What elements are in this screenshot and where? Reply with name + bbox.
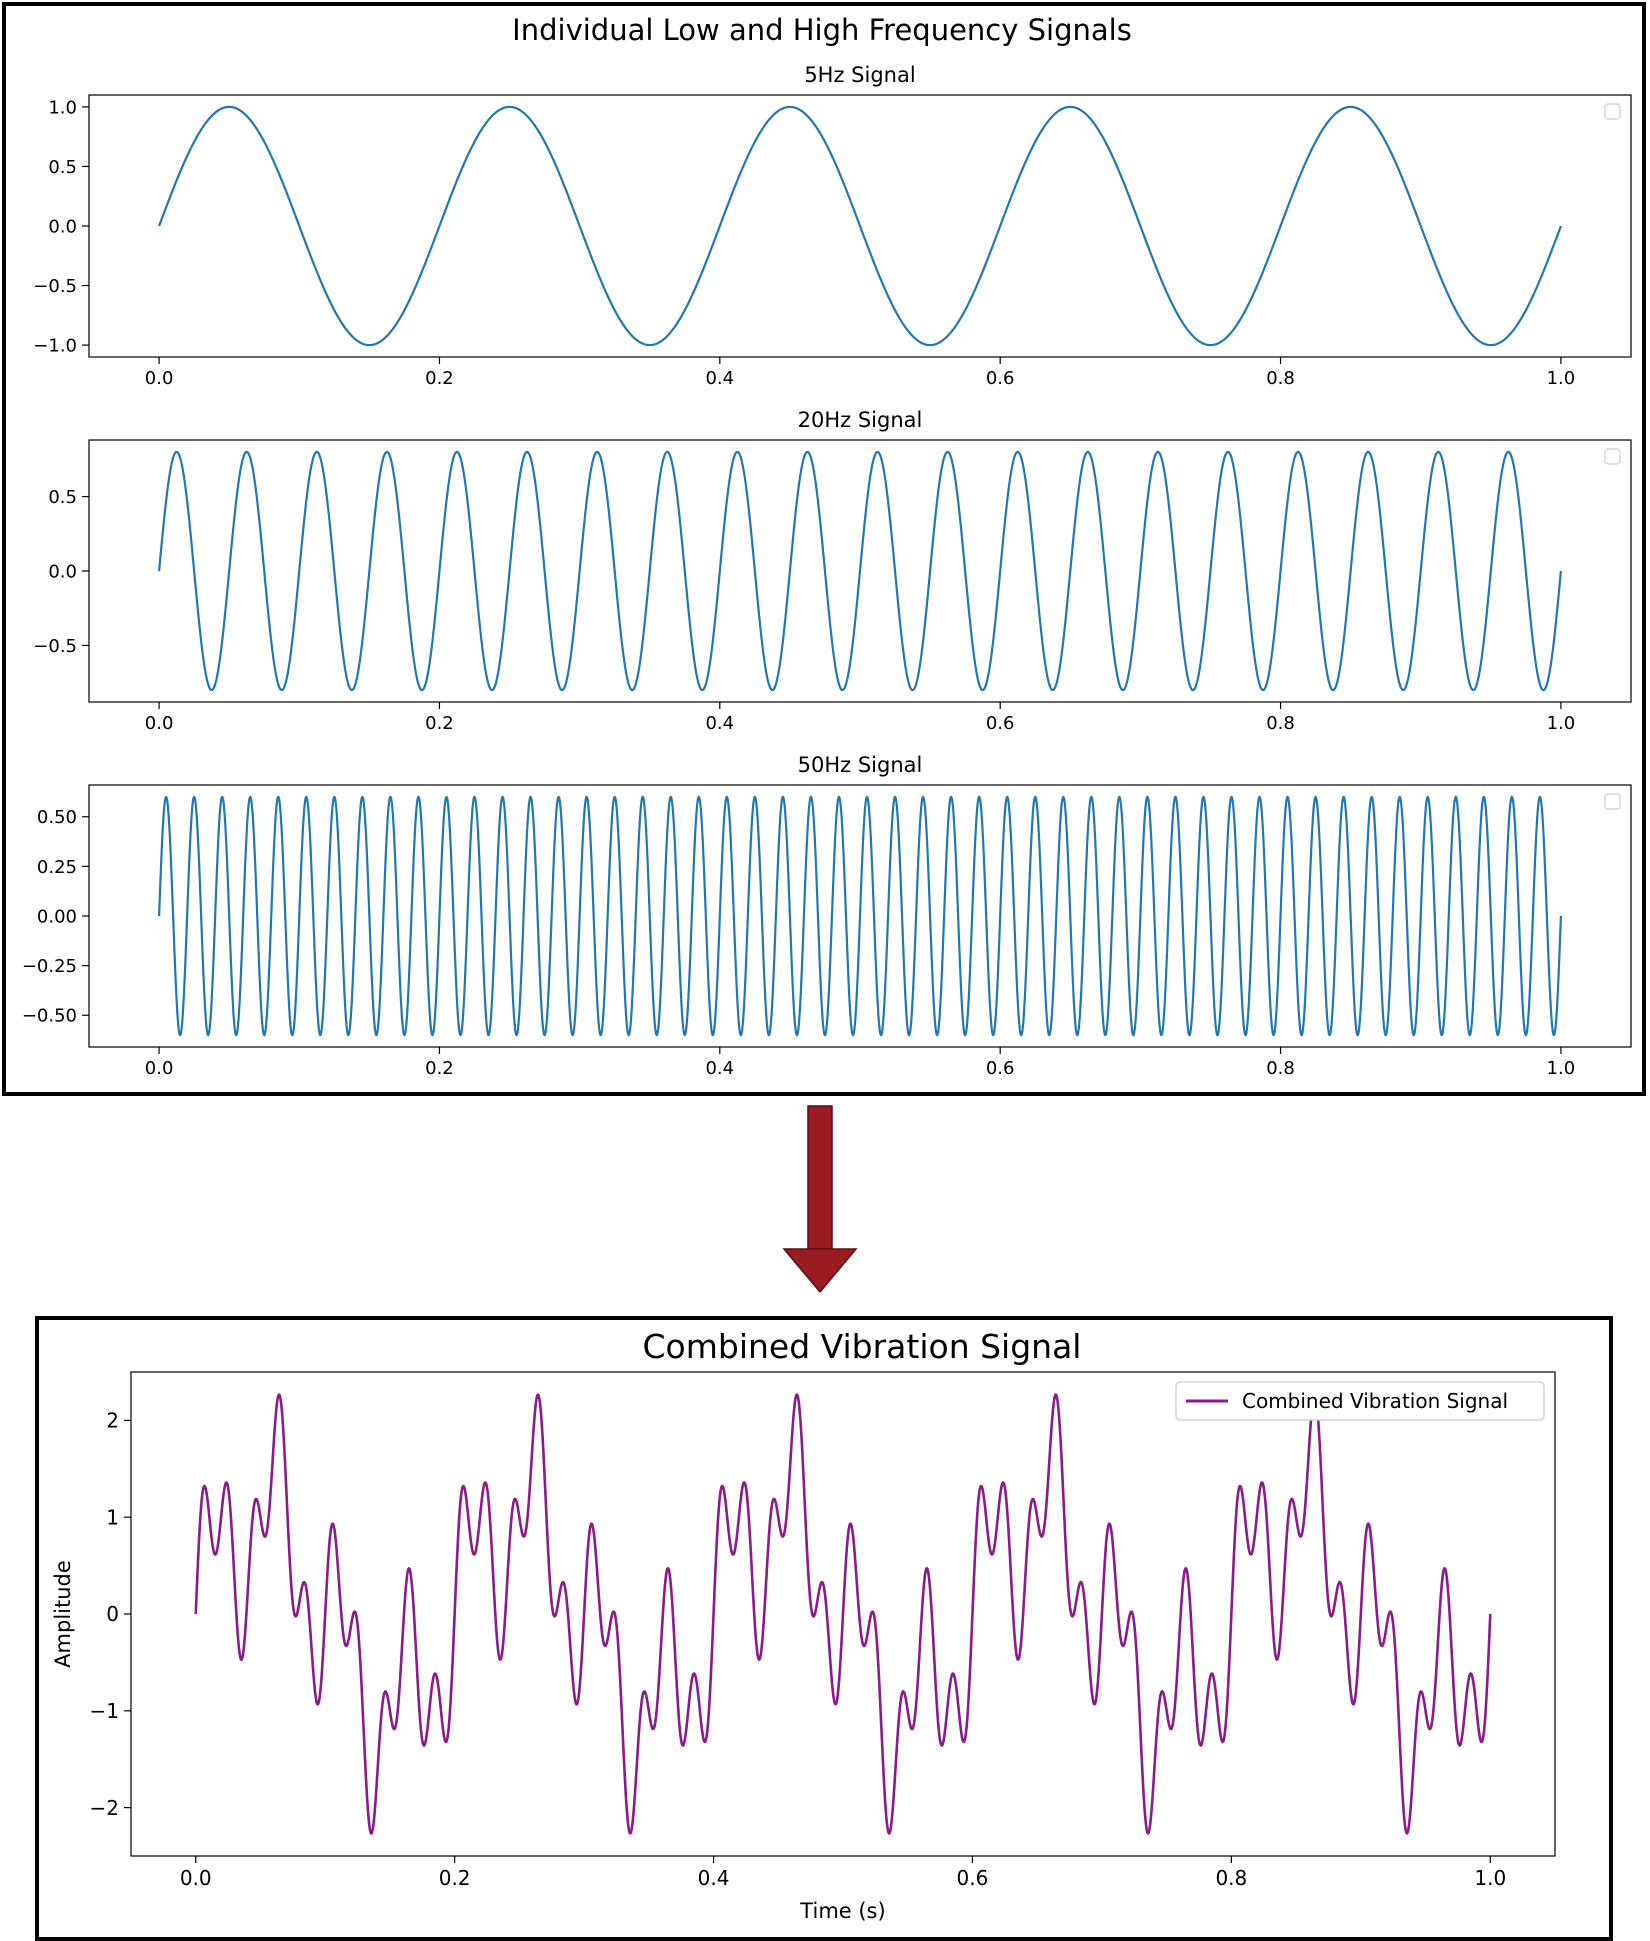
subplot-50hz: 50Hz Signal 0.0 0.2 0.4 0.6 0.8 1.0 0.50 0.25 0.0… <box>22 753 1632 1079</box>
x-axis-label: Time (s) <box>799 1899 885 1923</box>
x-tick-label: 1.0 <box>1474 1866 1506 1890</box>
y-tick-label: 0 <box>106 1602 119 1626</box>
y-tick-label: 0.50 <box>37 807 77 828</box>
x-tick-label: 0.0 <box>145 713 174 734</box>
subplot-5hz: 5Hz Signal 0.0 0.2 0.4 0.6 0.8 1.0 1.0 0.5 0.0 −0.… <box>33 63 1632 389</box>
y-tick-label: 0.0 <box>48 216 77 237</box>
y-tick-label: 0.00 <box>37 906 77 927</box>
y-tick-label: −2 <box>90 1796 119 1820</box>
x-tick-label: 0.8 <box>1266 713 1295 734</box>
y-tick-label: 0.0 <box>48 561 77 582</box>
x-tick-label: 0.6 <box>986 713 1015 734</box>
legend-box <box>1175 1381 1545 1421</box>
legend: Combined Vibration Signal <box>1175 1381 1545 1421</box>
series-line <box>157 795 1563 1037</box>
x-tick-label: 0.0 <box>180 1866 212 1890</box>
y-tick-label: 0.5 <box>48 157 77 178</box>
y-tick-label: −0.5 <box>33 636 77 657</box>
empty-legend <box>1604 103 1621 120</box>
x-tick-label: 0.8 <box>1266 1058 1295 1079</box>
y-tick-label: −1.0 <box>33 336 77 357</box>
series-line <box>194 1393 1492 1835</box>
y-tick-label: 0.5 <box>48 487 77 508</box>
x-tick-label: 1.0 <box>1547 368 1576 389</box>
x-tick-label: 1.0 <box>1547 713 1576 734</box>
legend-label: Combined Vibration Signal <box>1242 1389 1508 1413</box>
x-tick-label: 0.4 <box>698 1866 730 1890</box>
down-arrow-icon <box>782 1105 858 1294</box>
x-tick-label: 0.2 <box>425 1058 454 1079</box>
y-tick-label: −0.5 <box>33 276 77 297</box>
y-tick-label: −0.25 <box>22 956 77 977</box>
y-axis-label: Amplitude <box>51 1560 75 1668</box>
x-tick-label: 0.0 <box>145 368 174 389</box>
series-line <box>157 450 1563 692</box>
bottom-title: Combined Vibration Signal <box>643 1327 1082 1366</box>
x-tick-label: 0.4 <box>705 368 734 389</box>
x-tick-label: 1.0 <box>1547 1058 1576 1079</box>
bottom-panel-frame <box>35 1316 1613 1941</box>
x-tick-label: 0.4 <box>705 713 734 734</box>
subplot-title: 50Hz Signal <box>798 753 923 777</box>
top-panel-frame <box>2 2 1646 1096</box>
x-tick-label: 0.8 <box>1215 1866 1247 1890</box>
y-tick-label: 2 <box>106 1409 119 1433</box>
x-tick-label: 0.4 <box>705 1058 734 1079</box>
top-suptitle: Individual Low and High Frequency Signal… <box>512 13 1132 47</box>
series-line <box>158 105 1562 347</box>
x-tick-label: 0.2 <box>425 713 454 734</box>
empty-legend <box>1604 448 1621 465</box>
x-tick-label: 0.6 <box>986 1058 1015 1079</box>
subplot-combined: 0.0 0.2 0.4 0.6 0.8 1.0 2 1 0 −1 −2 Time (s) Amplitu… <box>51 1371 1556 1923</box>
y-tick-label: −0.50 <box>22 1006 77 1027</box>
x-tick-label: 0.6 <box>986 368 1015 389</box>
x-tick-label: 0.2 <box>439 1866 471 1890</box>
y-tick-label: 0.25 <box>37 857 77 878</box>
y-tick-label: −1 <box>90 1699 119 1723</box>
x-tick-label: 0.6 <box>957 1866 989 1890</box>
subplot-20hz: 20Hz Signal 0.0 0.2 0.4 0.6 0.8 1.0 0.5 0.0 −0.5 <box>33 408 1632 734</box>
x-tick-label: 0.8 <box>1266 368 1295 389</box>
x-tick-label: 0.2 <box>425 368 454 389</box>
subplot-title: 20Hz Signal <box>798 408 923 432</box>
x-tick-label: 0.0 <box>145 1058 174 1079</box>
subplot-title: 5Hz Signal <box>804 63 915 87</box>
y-tick-label: 1 <box>106 1505 119 1529</box>
y-tick-label: 1.0 <box>48 97 77 118</box>
empty-legend <box>1604 793 1621 810</box>
